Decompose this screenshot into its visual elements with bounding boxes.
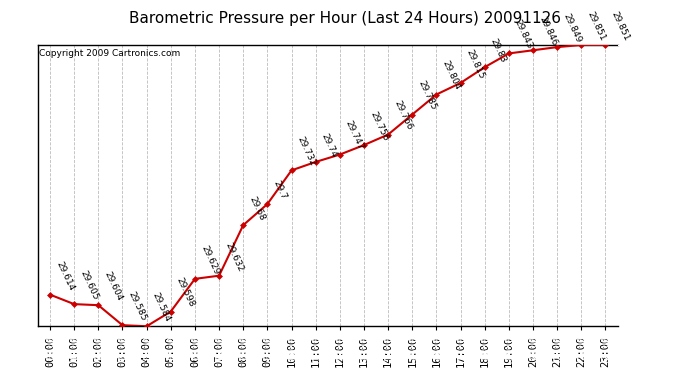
Text: 15:00: 15:00 bbox=[408, 328, 419, 360]
Text: 29.804: 29.804 bbox=[441, 60, 462, 92]
Text: 03:00: 03:00 bbox=[119, 328, 129, 360]
Text: 29.83: 29.83 bbox=[489, 37, 508, 64]
Text: 10:00: 10:00 bbox=[288, 328, 298, 360]
Text: 29.605: 29.605 bbox=[79, 269, 100, 302]
Text: 29.604: 29.604 bbox=[103, 270, 124, 302]
Text: 29.747: 29.747 bbox=[344, 120, 366, 152]
Text: 05:00: 05:00 bbox=[167, 328, 177, 360]
Text: 29.74: 29.74 bbox=[320, 132, 339, 159]
Text: 29.846: 29.846 bbox=[538, 15, 559, 48]
Text: 29.843: 29.843 bbox=[513, 18, 535, 51]
Text: 29.606: 29.606 bbox=[627, 297, 670, 310]
Text: 21:00: 21:00 bbox=[553, 328, 564, 360]
Text: 29.68: 29.68 bbox=[248, 195, 266, 222]
Text: 18:00: 18:00 bbox=[481, 328, 491, 360]
Text: 29.585: 29.585 bbox=[127, 290, 148, 322]
Text: 23:00: 23:00 bbox=[602, 328, 612, 360]
Text: 29.628: 29.628 bbox=[627, 273, 670, 286]
Text: 29.756: 29.756 bbox=[368, 110, 390, 142]
Text: 29.766: 29.766 bbox=[393, 99, 414, 132]
Text: 29.632: 29.632 bbox=[224, 241, 245, 273]
Text: 29.784: 29.784 bbox=[627, 109, 670, 122]
Text: 29.614: 29.614 bbox=[55, 260, 76, 292]
Text: 29.695: 29.695 bbox=[627, 203, 670, 216]
Text: 08:00: 08:00 bbox=[239, 328, 250, 360]
Text: 06:00: 06:00 bbox=[191, 328, 201, 360]
Text: 29.629: 29.629 bbox=[199, 244, 221, 276]
Text: 29.829: 29.829 bbox=[627, 62, 670, 75]
Text: 12:00: 12:00 bbox=[336, 328, 346, 360]
Text: Copyright 2009 Cartronics.com: Copyright 2009 Cartronics.com bbox=[39, 49, 180, 58]
Text: 22:00: 22:00 bbox=[578, 328, 588, 360]
Text: 29.651: 29.651 bbox=[627, 249, 670, 262]
Text: 00:00: 00:00 bbox=[46, 328, 57, 360]
Text: 29.740: 29.740 bbox=[627, 155, 670, 168]
Text: 29.815: 29.815 bbox=[465, 48, 486, 80]
Text: 19:00: 19:00 bbox=[505, 328, 515, 360]
Text: 02:00: 02:00 bbox=[95, 328, 105, 360]
Text: 29.806: 29.806 bbox=[627, 86, 670, 99]
Text: 20:00: 20:00 bbox=[529, 328, 540, 360]
Text: 29.584: 29.584 bbox=[151, 291, 172, 324]
Text: 29.718: 29.718 bbox=[627, 178, 670, 192]
Text: 29.851: 29.851 bbox=[610, 10, 631, 42]
Text: 29.732: 29.732 bbox=[296, 135, 317, 168]
Text: 17:00: 17:00 bbox=[457, 328, 467, 360]
Text: 29.762: 29.762 bbox=[627, 132, 670, 145]
Text: 29.598: 29.598 bbox=[175, 276, 197, 309]
Text: 09:00: 09:00 bbox=[264, 328, 274, 360]
Text: 29.851: 29.851 bbox=[586, 10, 607, 42]
Text: 01:00: 01:00 bbox=[70, 328, 81, 360]
Text: 29.673: 29.673 bbox=[627, 226, 670, 239]
Text: 04:00: 04:00 bbox=[143, 328, 153, 360]
Text: 14:00: 14:00 bbox=[384, 328, 395, 360]
Text: 29.7: 29.7 bbox=[272, 179, 288, 201]
Text: 07:00: 07:00 bbox=[215, 328, 226, 360]
Text: 29.851: 29.851 bbox=[627, 39, 670, 51]
Text: Barometric Pressure per Hour (Last 24 Hours) 20091126: Barometric Pressure per Hour (Last 24 Ho… bbox=[129, 11, 561, 26]
Text: 29.785: 29.785 bbox=[417, 80, 438, 112]
Text: 11:00: 11:00 bbox=[312, 328, 322, 360]
Text: 29.849: 29.849 bbox=[562, 12, 583, 44]
Text: 16:00: 16:00 bbox=[433, 328, 443, 360]
Text: 13:00: 13:00 bbox=[360, 328, 371, 360]
Text: 29.584: 29.584 bbox=[627, 320, 670, 333]
